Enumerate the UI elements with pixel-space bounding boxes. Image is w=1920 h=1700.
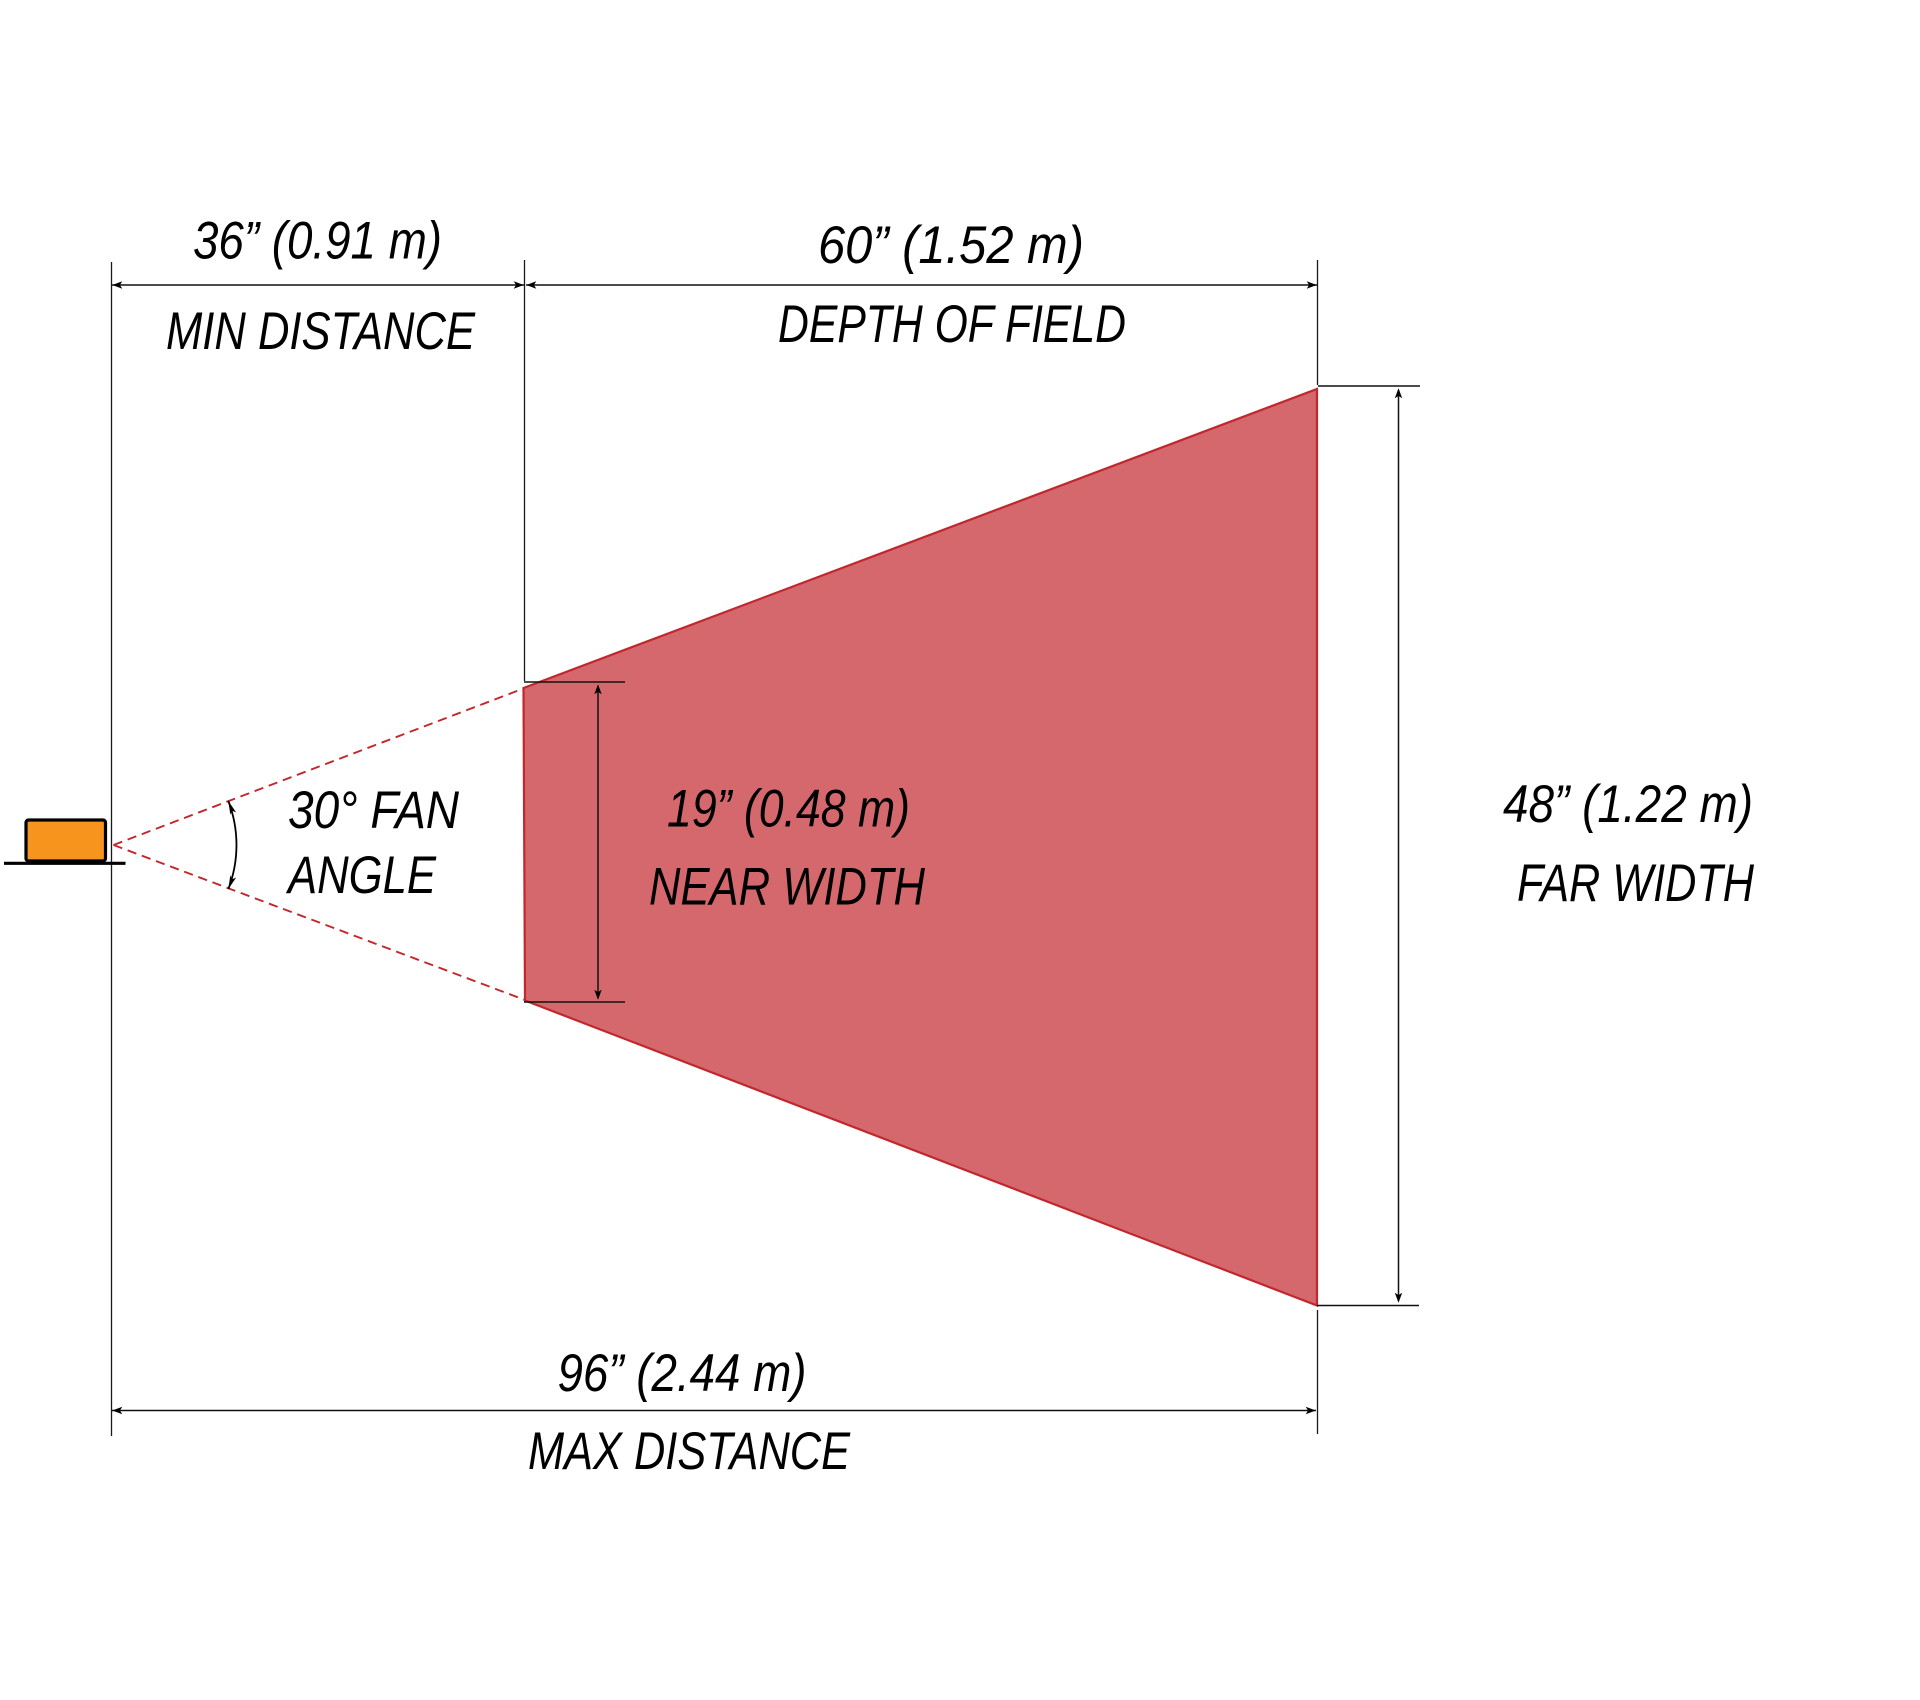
svg-text:19” (0.48 m): 19” (0.48 m) [667,780,910,839]
svg-text:96” (2.44 m): 96” (2.44 m) [558,1344,807,1403]
svg-text:30° FAN: 30° FAN [288,781,460,840]
svg-text:ANGLE: ANGLE [286,846,437,905]
svg-text:36” (0.91 m): 36” (0.91 m) [193,212,442,271]
svg-text:48” (1.22 m): 48” (1.22 m) [1503,775,1753,834]
svg-text:NEAR WIDTH: NEAR WIDTH [649,858,926,917]
svg-text:FAR WIDTH: FAR WIDTH [1517,854,1755,913]
svg-text:DEPTH OF FIELD: DEPTH OF FIELD [778,295,1126,354]
svg-text:MIN DISTANCE: MIN DISTANCE [166,302,476,361]
svg-text:60” (1.52 m): 60” (1.52 m) [818,216,1084,275]
svg-text:MAX DISTANCE: MAX DISTANCE [528,1422,851,1481]
